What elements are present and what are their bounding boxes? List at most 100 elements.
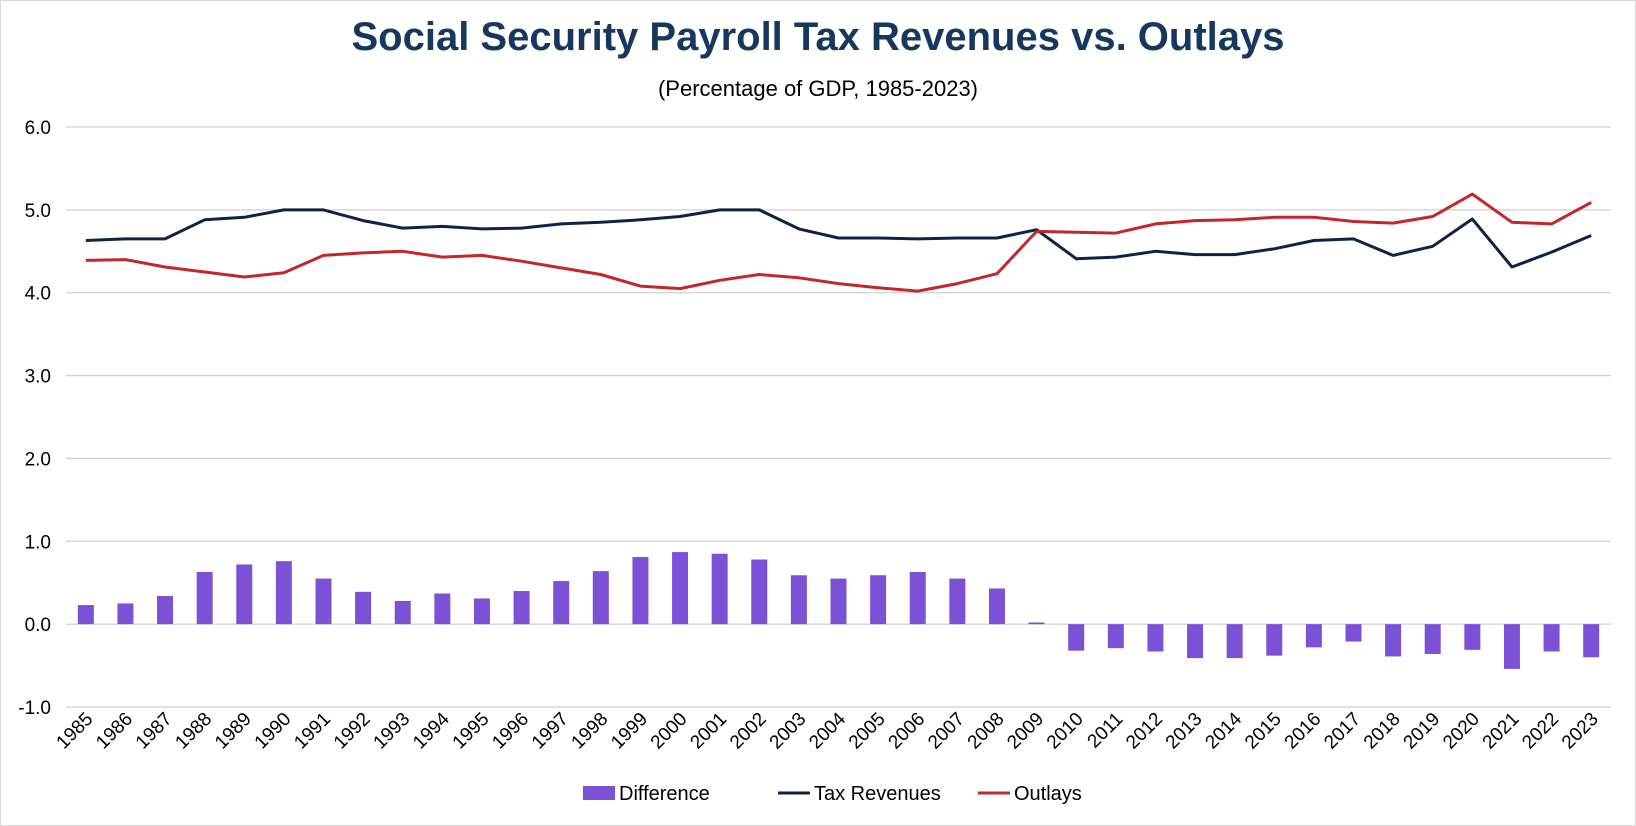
- x-tick-label: 2014: [1201, 708, 1246, 753]
- x-tick-label: 2020: [1439, 709, 1484, 754]
- bar: [909, 571, 926, 625]
- bar: [553, 581, 570, 625]
- x-tick-label: 2003: [766, 709, 811, 754]
- bar: [1385, 624, 1402, 657]
- bar: [1107, 624, 1124, 649]
- y-tick-label: 2.0: [25, 449, 51, 470]
- x-tick-label: 2015: [1241, 709, 1286, 754]
- bar: [988, 588, 1005, 625]
- bar: [117, 603, 134, 625]
- x-tick-label: 1990: [251, 709, 296, 754]
- bar: [355, 591, 372, 625]
- line-layer: [85, 192, 1592, 293]
- x-tick-label: 2013: [1162, 709, 1207, 754]
- bar: [632, 557, 649, 625]
- bar-layer: [77, 552, 1600, 669]
- x-tick-label: 1993: [370, 709, 415, 754]
- bar: [77, 605, 94, 625]
- x-tick-label: 2016: [1281, 709, 1326, 754]
- y-tick-label: 3.0: [25, 367, 51, 388]
- x-tick-label: 1992: [330, 709, 375, 754]
- bar: [1266, 624, 1283, 656]
- x-tick-label: 2007: [924, 709, 969, 754]
- x-tick-label: 1989: [211, 709, 256, 754]
- x-tick-label: 2009: [1003, 709, 1048, 754]
- x-tick-label: 2010: [1043, 709, 1088, 754]
- bar: [1345, 624, 1362, 642]
- x-tick-label: 1999: [607, 709, 652, 754]
- bar: [1305, 624, 1322, 648]
- x-tick-label: 2012: [1122, 709, 1167, 754]
- x-tick-label: 1985: [53, 709, 98, 754]
- x-tick-label: 2011: [1084, 709, 1128, 753]
- y-tick-label: 1.0: [25, 532, 51, 553]
- bar: [592, 571, 609, 625]
- x-tick-label: 1997: [528, 709, 573, 754]
- legend-item-tax-revenues: Tax Revenues: [778, 783, 941, 805]
- bar: [1543, 624, 1560, 652]
- x-tick-label: 1995: [449, 709, 494, 754]
- bar: [1424, 624, 1441, 654]
- series-line-outlays: [85, 192, 1592, 293]
- x-axis-ticks: 1985198619871988198919901991199219931994…: [53, 708, 1603, 753]
- x-tick-label: 1994: [409, 708, 454, 753]
- bar: [790, 575, 807, 625]
- series-line-tax-revenues: [85, 208, 1592, 269]
- legend-item-outlays: Outlays: [978, 783, 1082, 805]
- x-tick-label: 2002: [726, 709, 771, 754]
- bar: [1583, 624, 1600, 658]
- x-tick-label: 2023: [1558, 709, 1603, 754]
- x-tick-label: 2001: [686, 709, 731, 754]
- x-tick-label: 2018: [1360, 709, 1405, 754]
- bar: [513, 591, 530, 625]
- bar: [473, 598, 490, 625]
- legend-swatch: [583, 786, 615, 800]
- bar: [1503, 624, 1520, 669]
- x-tick-label: 2021: [1479, 709, 1524, 754]
- x-tick-label: 2008: [964, 709, 1009, 754]
- legend-item-difference: Difference: [583, 783, 710, 805]
- bar: [315, 578, 332, 625]
- x-tick-label: 1998: [568, 709, 613, 754]
- x-tick-label: 2022: [1518, 709, 1563, 754]
- x-tick-label: 2000: [647, 709, 692, 754]
- bar: [672, 552, 689, 625]
- y-tick-label: 6.0: [25, 118, 51, 139]
- x-tick-label: 2019: [1400, 709, 1445, 754]
- legend-label: Tax Revenues: [814, 783, 941, 805]
- bar: [1187, 624, 1204, 659]
- bar: [1226, 624, 1243, 659]
- bar: [830, 578, 847, 625]
- legend-label: Outlays: [1014, 783, 1082, 805]
- x-tick-label: 1986: [92, 709, 137, 754]
- y-tick-label: 5.0: [25, 201, 51, 222]
- chart-title: Social Security Payroll Tax Revenues vs.…: [351, 15, 1285, 59]
- bar: [275, 561, 292, 625]
- x-tick-label: 1996: [488, 709, 533, 754]
- bar: [434, 593, 451, 625]
- bar: [157, 595, 174, 625]
- y-axis-ticks: -1.0 0.0 1.0 2.0 3.0 4.0 5.0 6.0: [18, 118, 51, 719]
- chart-subtitle: (Percentage of GDP, 1985-2023): [657, 76, 979, 101]
- bar: [711, 553, 728, 625]
- x-tick-label: 2004: [805, 708, 850, 753]
- bar: [1028, 622, 1045, 625]
- x-tick-label: 1991: [290, 709, 335, 754]
- bar: [1147, 624, 1164, 652]
- bar: [196, 571, 213, 625]
- bar: [751, 559, 768, 625]
- x-tick-label: 1988: [171, 709, 216, 754]
- x-tick-label: 2017: [1320, 709, 1365, 754]
- x-tick-label: 2006: [885, 709, 930, 754]
- x-tick-label: 2005: [845, 709, 890, 754]
- bar: [949, 578, 966, 625]
- y-tick-label: -1.0: [18, 698, 51, 719]
- grid-layer: [66, 126, 1611, 708]
- y-tick-label: 0.0: [25, 615, 51, 636]
- bar: [236, 564, 253, 625]
- legend-label: Difference: [619, 783, 710, 805]
- bar: [1068, 624, 1085, 651]
- y-tick-label: 4.0: [25, 284, 51, 305]
